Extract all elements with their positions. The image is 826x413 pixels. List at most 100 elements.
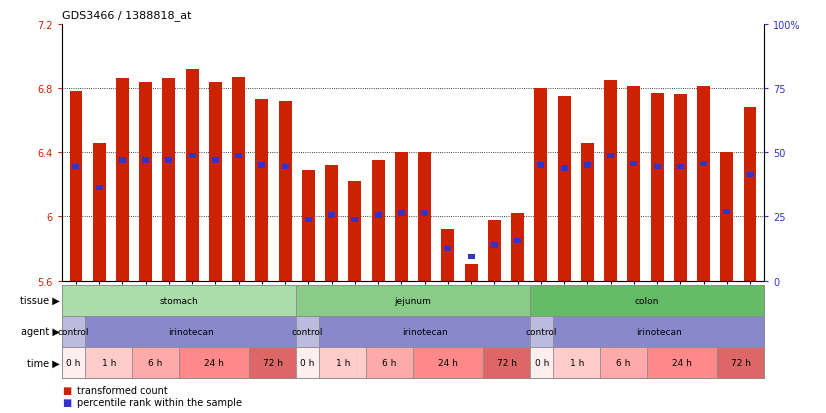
Bar [534, 89, 548, 281]
Bar [561, 166, 567, 172]
Bar [747, 172, 753, 178]
Text: percentile rank within the sample: percentile rank within the sample [77, 396, 242, 407]
Bar [444, 246, 451, 252]
Bar [651, 94, 663, 281]
Bar [142, 158, 150, 164]
Bar [601, 347, 647, 378]
Text: 24 h: 24 h [204, 358, 224, 367]
Bar [483, 347, 530, 378]
Text: 24 h: 24 h [672, 358, 692, 367]
Bar [302, 171, 315, 281]
Bar [674, 95, 686, 281]
Text: irinotecan: irinotecan [401, 327, 448, 336]
Bar [325, 166, 338, 281]
Bar [491, 243, 498, 249]
Bar [607, 153, 614, 159]
Bar [743, 108, 757, 281]
Bar [351, 217, 358, 223]
Text: irinotecan: irinotecan [168, 327, 214, 336]
Bar [140, 83, 152, 281]
Bar [296, 347, 320, 378]
Text: 1 h: 1 h [102, 358, 116, 367]
Text: jejunum: jejunum [395, 296, 431, 305]
Text: 1 h: 1 h [570, 358, 584, 367]
Bar [186, 70, 198, 281]
Bar [179, 347, 249, 378]
Text: GDS3466 / 1388818_at: GDS3466 / 1388818_at [62, 10, 192, 21]
Text: 0 h: 0 h [301, 358, 315, 367]
Bar [165, 158, 173, 164]
Text: 1 h: 1 h [335, 358, 350, 367]
Text: 72 h: 72 h [263, 358, 282, 367]
Text: tissue ▶: tissue ▶ [20, 295, 59, 306]
Bar [85, 316, 296, 347]
Bar [282, 164, 288, 170]
Bar [163, 79, 175, 281]
Bar [700, 161, 707, 167]
Bar [584, 163, 591, 169]
Bar [132, 347, 179, 378]
Bar [119, 158, 126, 164]
Text: control: control [58, 327, 89, 336]
Bar [538, 163, 544, 169]
Bar [395, 153, 408, 281]
Bar [628, 87, 640, 281]
Bar [278, 102, 292, 281]
Bar [305, 217, 312, 223]
Bar [375, 212, 382, 218]
Bar [296, 285, 530, 316]
Bar [724, 209, 730, 215]
Bar [320, 347, 366, 378]
Bar [717, 347, 764, 378]
Bar [441, 230, 454, 281]
Bar [249, 347, 296, 378]
Bar [511, 214, 524, 281]
Bar [553, 316, 764, 347]
Bar [62, 285, 296, 316]
Bar [558, 97, 571, 281]
Bar [235, 153, 242, 159]
Bar [255, 100, 268, 281]
Text: colon: colon [635, 296, 659, 305]
Text: control: control [292, 327, 324, 336]
Text: 6 h: 6 h [616, 358, 631, 367]
Bar [259, 163, 265, 169]
Bar [697, 87, 710, 281]
Bar [530, 316, 553, 347]
Text: 6 h: 6 h [382, 358, 396, 367]
Bar [62, 347, 85, 378]
Bar [676, 164, 684, 170]
Bar [630, 161, 638, 167]
Bar [372, 161, 385, 281]
Text: ■: ■ [62, 385, 71, 395]
Bar [553, 347, 601, 378]
Text: irinotecan: irinotecan [636, 327, 681, 336]
Bar [514, 238, 521, 244]
Bar [398, 211, 405, 216]
Bar [320, 316, 530, 347]
Bar [69, 92, 83, 281]
Bar [232, 78, 245, 281]
Bar [73, 164, 79, 170]
Bar [421, 211, 428, 216]
Bar [85, 347, 132, 378]
Bar [604, 81, 617, 281]
Bar [647, 347, 717, 378]
Bar [468, 254, 475, 260]
Bar [188, 153, 196, 159]
Text: 6 h: 6 h [149, 358, 163, 367]
Bar [296, 316, 320, 347]
Text: time ▶: time ▶ [26, 357, 59, 368]
Text: 0 h: 0 h [534, 358, 549, 367]
Text: stomach: stomach [159, 296, 198, 305]
Text: agent ▶: agent ▶ [21, 326, 59, 337]
Bar [413, 347, 483, 378]
Bar [116, 79, 129, 281]
Text: transformed count: transformed count [77, 385, 168, 395]
Text: ■: ■ [62, 396, 71, 407]
Bar [465, 265, 477, 281]
Text: control: control [526, 327, 558, 336]
Bar [720, 153, 733, 281]
Text: 0 h: 0 h [66, 358, 81, 367]
Bar [62, 316, 85, 347]
